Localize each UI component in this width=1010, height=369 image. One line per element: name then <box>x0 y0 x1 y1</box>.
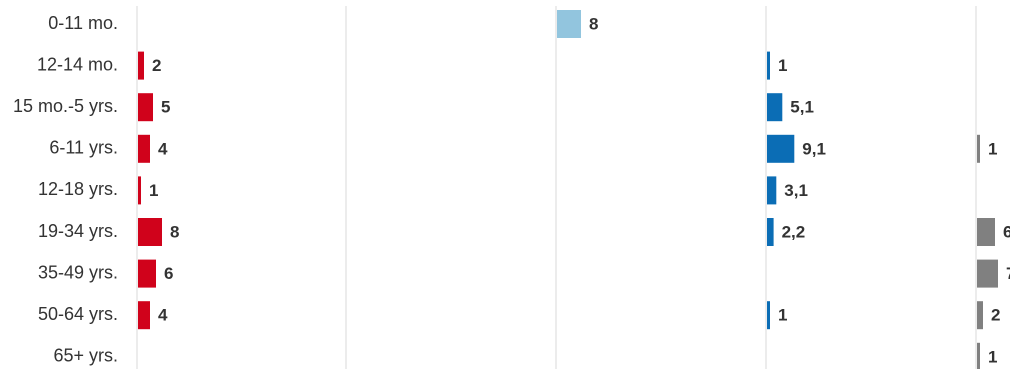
data-label: 1 <box>778 306 787 325</box>
data-label: 3,1 <box>784 181 808 200</box>
bar-series <box>138 10 998 369</box>
bar <box>767 218 774 246</box>
bar <box>767 51 770 80</box>
bar <box>138 301 150 330</box>
data-label: 4 <box>158 306 168 325</box>
bar <box>767 301 770 330</box>
bar <box>138 51 144 80</box>
category-label: 12-18 yrs. <box>38 179 118 199</box>
data-label: 8 <box>170 222 179 241</box>
bar <box>138 259 156 288</box>
bar <box>557 10 581 38</box>
data-label: 8 <box>589 14 598 33</box>
data-label: 1 <box>149 181 158 200</box>
data-label: 1 <box>988 139 997 158</box>
data-label: 1 <box>778 56 787 75</box>
bar <box>767 176 777 205</box>
data-label: 6 <box>1003 222 1010 241</box>
data-label: 2,2 <box>782 222 806 241</box>
data-label: 9,1 <box>802 139 826 158</box>
data-label: 5 <box>161 98 170 117</box>
category-label: 6-11 yrs. <box>49 138 118 158</box>
bar <box>977 259 998 288</box>
data-label: 4 <box>158 139 168 158</box>
data-label: 5,1 <box>790 98 814 117</box>
data-label: 2 <box>991 306 1000 325</box>
category-label: 19-34 yrs. <box>38 221 118 241</box>
value-labels: 2 5 4 1 8 6 4 8 1 5,1 9,1 3,1 2,2 1 1 6 7 2 1 <box>149 14 1010 366</box>
category-label: 0-11 mo. <box>48 13 118 33</box>
bar <box>138 134 150 163</box>
bar <box>977 134 980 163</box>
data-label: 2 <box>152 56 161 75</box>
bar <box>977 301 983 330</box>
bar <box>138 218 162 246</box>
category-label: 15 mo.-5 yrs. <box>13 96 118 116</box>
bar <box>138 176 141 205</box>
data-label: 6 <box>164 264 173 283</box>
bar <box>767 134 795 163</box>
bar <box>767 93 783 122</box>
category-label: 35-49 yrs. <box>38 262 118 282</box>
bar <box>977 342 980 369</box>
data-label: 7 <box>1006 264 1010 283</box>
bar <box>138 93 153 122</box>
bar <box>977 218 995 246</box>
category-label: 65+ yrs. <box>53 346 118 366</box>
category-labels: 0-11 mo. 12-14 mo. 15 mo.-5 yrs. 6-11 yrs. 1… <box>13 13 118 366</box>
panel-grid <box>136 6 977 369</box>
data-label: 1 <box>988 347 997 366</box>
category-label: 12-14 mo. <box>37 54 118 74</box>
category-label: 50-64 yrs. <box>38 304 118 324</box>
